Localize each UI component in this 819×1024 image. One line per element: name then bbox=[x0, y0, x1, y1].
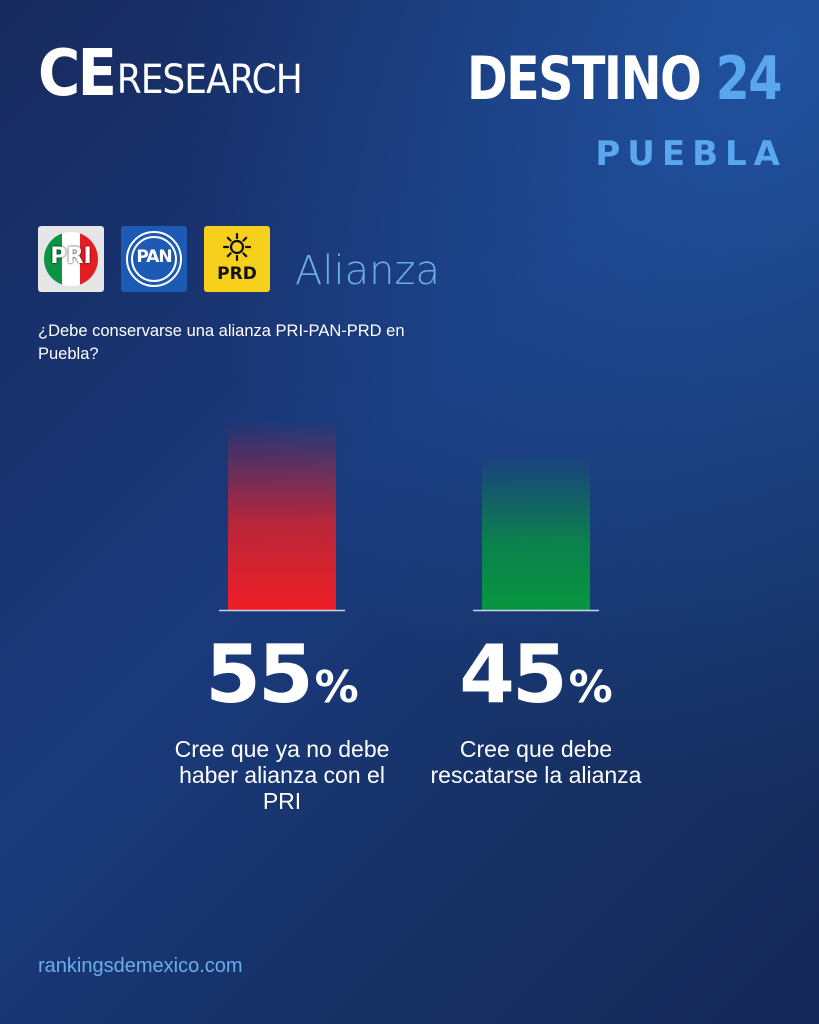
pri-logo: PRI bbox=[38, 226, 104, 292]
bar-1 bbox=[228, 420, 336, 610]
bar-chart: 55% 45% bbox=[205, 420, 612, 721]
destino-24-brand: DESTINO 24 PUEBLA bbox=[398, 44, 783, 174]
logo-ce-text: CE bbox=[38, 37, 117, 111]
party-logos-row: PRI PAN PRD Alianza bbox=[38, 224, 440, 294]
category-label-1: Cree que ya no debe haber alianza con el… bbox=[174, 736, 390, 814]
prd-logo-text: PRD bbox=[217, 264, 257, 284]
prd-logo: PRD bbox=[204, 226, 270, 292]
value-label-2: 45% bbox=[459, 628, 612, 721]
destino-24-title: DESTINO 24 bbox=[467, 44, 783, 114]
pri-logo-text: PRI bbox=[50, 244, 92, 269]
logo-research-text: RESEARCH bbox=[116, 57, 303, 103]
pan-logo: PAN bbox=[121, 226, 187, 292]
bar-2 bbox=[482, 454, 590, 610]
section-title: Alianza bbox=[295, 248, 440, 294]
destino-word: DESTINO bbox=[467, 44, 702, 114]
ce-research-logo: CE RESEARCH bbox=[38, 37, 303, 111]
destino-number: 24 bbox=[715, 44, 783, 114]
website-footer: rankingsdemexico.com bbox=[38, 955, 243, 977]
city-label: PUEBLA bbox=[595, 134, 787, 174]
value-label-1: 55% bbox=[205, 628, 358, 721]
aztec-sun-icon bbox=[223, 233, 251, 261]
survey-question: ¿Debe conservarse una alianza PRI-PAN-PR… bbox=[38, 322, 405, 363]
pan-logo-text: PAN bbox=[136, 247, 172, 267]
category-label-2: Cree que debe rescatarse la alianza bbox=[430, 736, 642, 788]
